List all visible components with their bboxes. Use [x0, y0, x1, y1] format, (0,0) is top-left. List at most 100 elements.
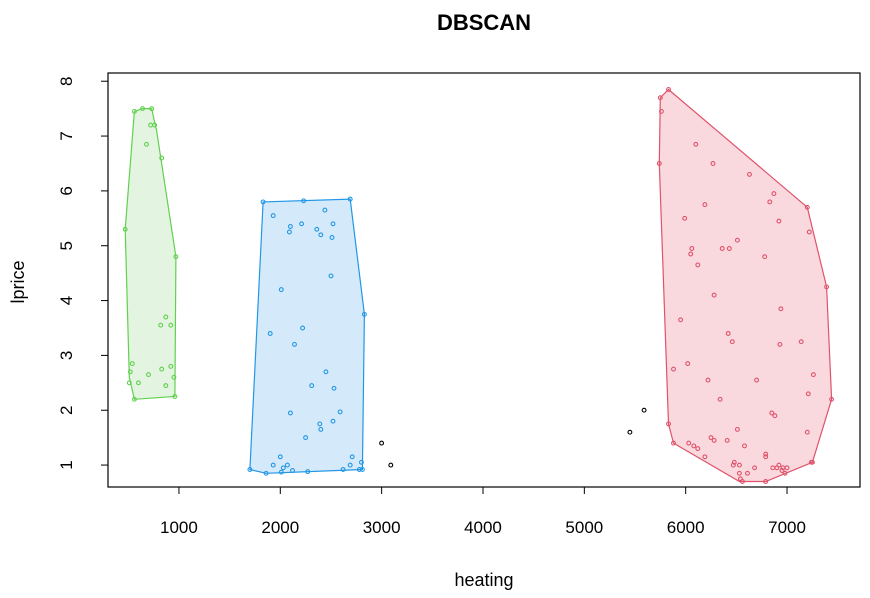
- cluster-1-point: [163, 383, 169, 389]
- cluster-2-point: [287, 410, 293, 416]
- cluster-3-point: [736, 470, 742, 476]
- cluster-2-point: [328, 273, 334, 279]
- cluster-2-point: [287, 224, 293, 229]
- cluster-2-point: [286, 229, 292, 235]
- cluster-3-point: [804, 204, 810, 210]
- cluster-3-point: [726, 246, 732, 251]
- cluster-2-point: [278, 469, 284, 475]
- cluster-1-point: [168, 322, 174, 328]
- x-tick-label: 4000: [464, 518, 502, 537]
- cluster-3-point: [688, 251, 694, 257]
- cluster-3-point: [742, 443, 747, 449]
- cluster-3-point: [798, 339, 804, 345]
- cluster-3-point: [767, 199, 773, 205]
- noise-point: [388, 462, 394, 468]
- cluster-2-point: [263, 470, 269, 476]
- cluster-3-point: [724, 437, 730, 443]
- y-tick-label: 7: [57, 131, 76, 140]
- cluster-2-point: [359, 467, 365, 472]
- cluster-3-point: [671, 440, 676, 446]
- cluster-2-point: [305, 469, 311, 475]
- cluster-3-point: [717, 396, 723, 402]
- cluster-2-point: [317, 421, 323, 427]
- cluster-3-point: [747, 171, 752, 177]
- cluster-1-point: [171, 374, 177, 380]
- cluster-3-point: [685, 361, 691, 367]
- cluster-3-point: [695, 262, 701, 268]
- cluster-1-point: [126, 380, 132, 386]
- cluster-3-point: [686, 440, 692, 446]
- cluster-2-point: [347, 462, 353, 468]
- cluster-3-point: [805, 391, 811, 397]
- cluster-3-point: [734, 426, 740, 432]
- cluster-2-point: [247, 467, 253, 472]
- x-tick-label: 7000: [768, 518, 806, 537]
- x-tick-label: 1000: [160, 518, 198, 537]
- y-axis-label: lprice: [8, 260, 28, 303]
- cluster-3-point: [691, 443, 697, 449]
- cluster-2-point: [318, 232, 324, 238]
- cluster-2-point: [331, 385, 337, 391]
- cluster-2-point: [278, 287, 284, 293]
- cluster-3-point: [754, 377, 760, 383]
- cluster-2-point: [323, 369, 329, 375]
- cluster-1-point: [158, 322, 164, 328]
- cluster-hulls: [124, 88, 833, 483]
- cluster-2-point: [290, 468, 295, 473]
- cluster-1-point: [122, 226, 128, 232]
- cluster-1-point: [172, 394, 178, 399]
- cluster-1-point: [127, 369, 133, 375]
- cluster-2-point: [280, 465, 286, 471]
- cluster-3-point: [656, 161, 662, 166]
- cluster-3-point: [771, 191, 777, 197]
- cluster-2-point: [349, 454, 355, 460]
- cluster-2-point: [330, 221, 336, 227]
- cluster-2-point: [330, 418, 336, 424]
- cluster-3-point: [829, 396, 835, 402]
- x-axis: 1000 2000 3000 4000 5000 6000 7000: [160, 486, 806, 537]
- cluster-2-point: [347, 196, 353, 202]
- cluster-2-point: [318, 426, 324, 432]
- cluster-3-point: [666, 87, 671, 92]
- noise-point: [627, 429, 633, 435]
- cluster-1-point: [131, 396, 137, 402]
- cluster-2-point: [358, 459, 364, 465]
- cluster-3-point: [711, 292, 717, 298]
- cluster-1-point: [168, 363, 174, 369]
- cluster-3-point: [710, 161, 716, 166]
- cluster-2-point: [292, 341, 297, 347]
- cluster-3-point: [777, 341, 783, 347]
- cluster-3-point: [711, 437, 717, 443]
- cluster-3-point: [657, 95, 663, 101]
- y-tick-label: 5: [57, 241, 76, 250]
- cluster-3-point: [763, 451, 769, 457]
- cluster-3-point: [734, 237, 740, 243]
- cluster-1-point: [173, 254, 179, 260]
- x-tick-label: 3000: [363, 518, 401, 537]
- chart-title: DBSCAN: [437, 10, 531, 35]
- cluster-3-point: [810, 372, 816, 378]
- cluster-3-point: [745, 470, 750, 476]
- cluster-1-point: [159, 155, 165, 161]
- cluster-3-point: [752, 465, 758, 471]
- cluster-3-point: [729, 339, 735, 345]
- cluster-3-hull: [658, 88, 833, 483]
- cluster-2-point: [314, 226, 320, 232]
- cluster-3-point: [695, 446, 701, 452]
- cluster-1-point: [152, 122, 158, 128]
- cluster-3-point: [736, 462, 742, 468]
- cluster-3-point: [708, 435, 714, 441]
- y-tick-label: 4: [57, 296, 76, 305]
- cluster-3-point: [762, 254, 768, 260]
- cluster-3-point: [702, 454, 708, 460]
- x-axis-label: heating: [454, 570, 513, 590]
- y-tick-label: 3: [57, 351, 76, 360]
- x-tick-label: 2000: [261, 518, 299, 537]
- cluster-3-point: [809, 459, 815, 465]
- cluster-1-point: [159, 366, 165, 372]
- cluster-2-point: [322, 207, 328, 213]
- cluster-3-point: [689, 246, 695, 251]
- x-tick-label: 5000: [565, 518, 603, 537]
- y-tick-label: 8: [57, 76, 76, 85]
